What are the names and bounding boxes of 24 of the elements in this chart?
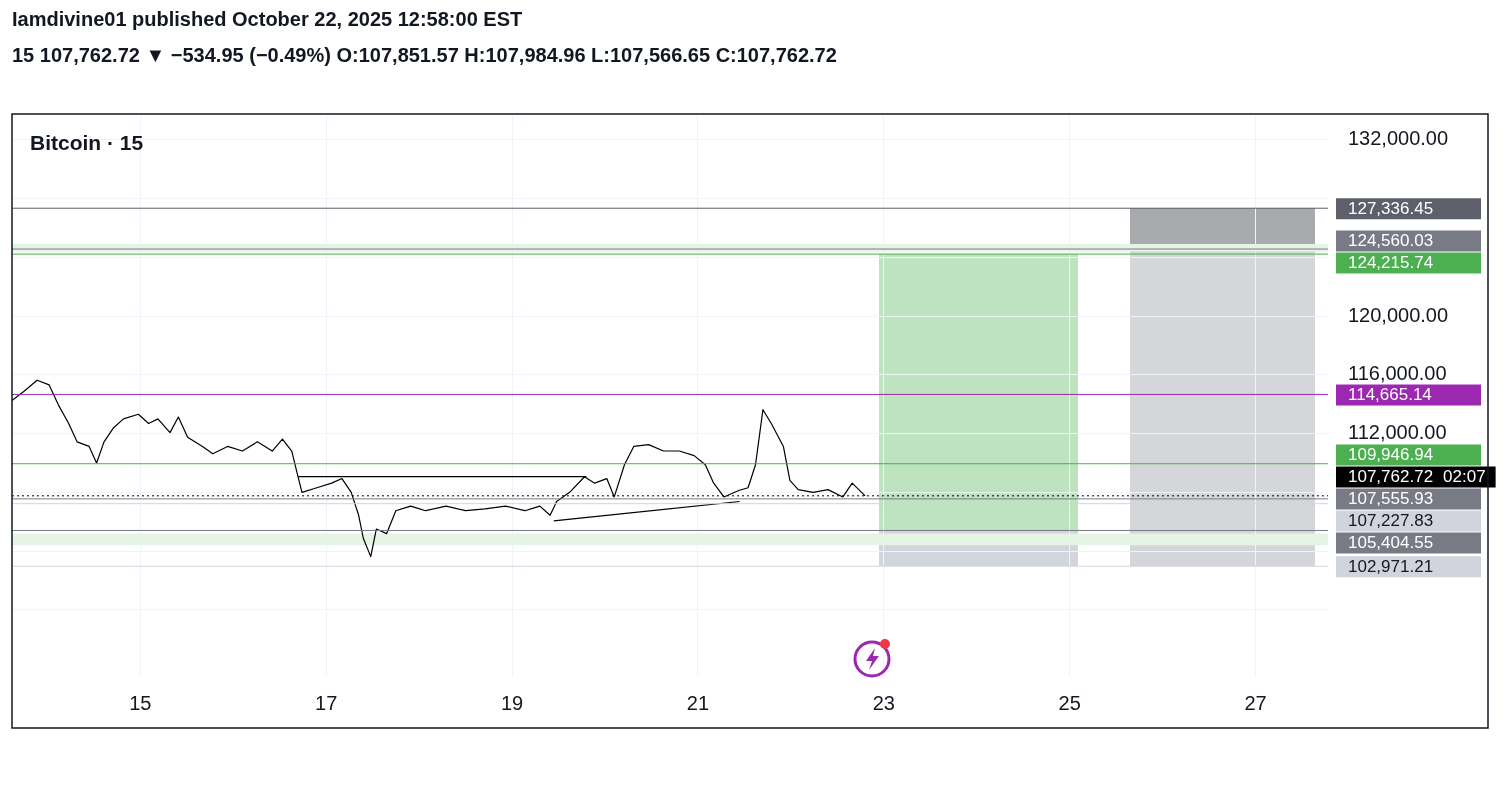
chart-title: Iamdivine01 published October 22, 2025 12:58:00 EST	[12, 8, 523, 31]
ref-line-label: 105,404.55	[1348, 533, 1434, 553]
ref-line-label: 124,560.03	[1348, 231, 1434, 251]
annotation: Bitcoin · 15	[30, 130, 144, 154]
ref-line-label: 107,227.83	[1348, 511, 1434, 531]
y-tick-label: 120,000.00	[1348, 303, 1449, 326]
x-tick-label: 19	[500, 691, 524, 714]
ref-line-label: 102,971.21	[1348, 556, 1434, 576]
ref-line-label: 124,215.74	[1348, 253, 1434, 273]
y-tick-label: 112,000.00	[1348, 421, 1447, 444]
y-tick-label: 132,000.00	[1348, 127, 1449, 150]
chart-subtitle: 15 107,762.72 ▼ −534.95 (−0.49%) O:107,851.57 H:107,984.96 L:107,566.65 C:107,762.72	[12, 44, 837, 67]
x-tick-label: 21	[686, 691, 710, 714]
x-tick-label: 25	[1058, 691, 1081, 714]
ref-line-label: 114,665.14	[1348, 385, 1432, 405]
ref-line-label: 127,336.45	[1348, 198, 1434, 218]
x-tick-label: 27	[1244, 691, 1267, 714]
ref-line-label: 107,762.72 02:07	[1348, 467, 1486, 487]
ref-line-label: 109,946.94	[1348, 445, 1434, 465]
x-tick-label: 15	[129, 691, 152, 714]
x-tick-label: 23	[872, 691, 895, 714]
ref-line-label: 107,555.93	[1348, 489, 1434, 509]
y-tick-label: 116,000.00	[1348, 362, 1447, 385]
x-tick-label: 17	[315, 691, 338, 714]
